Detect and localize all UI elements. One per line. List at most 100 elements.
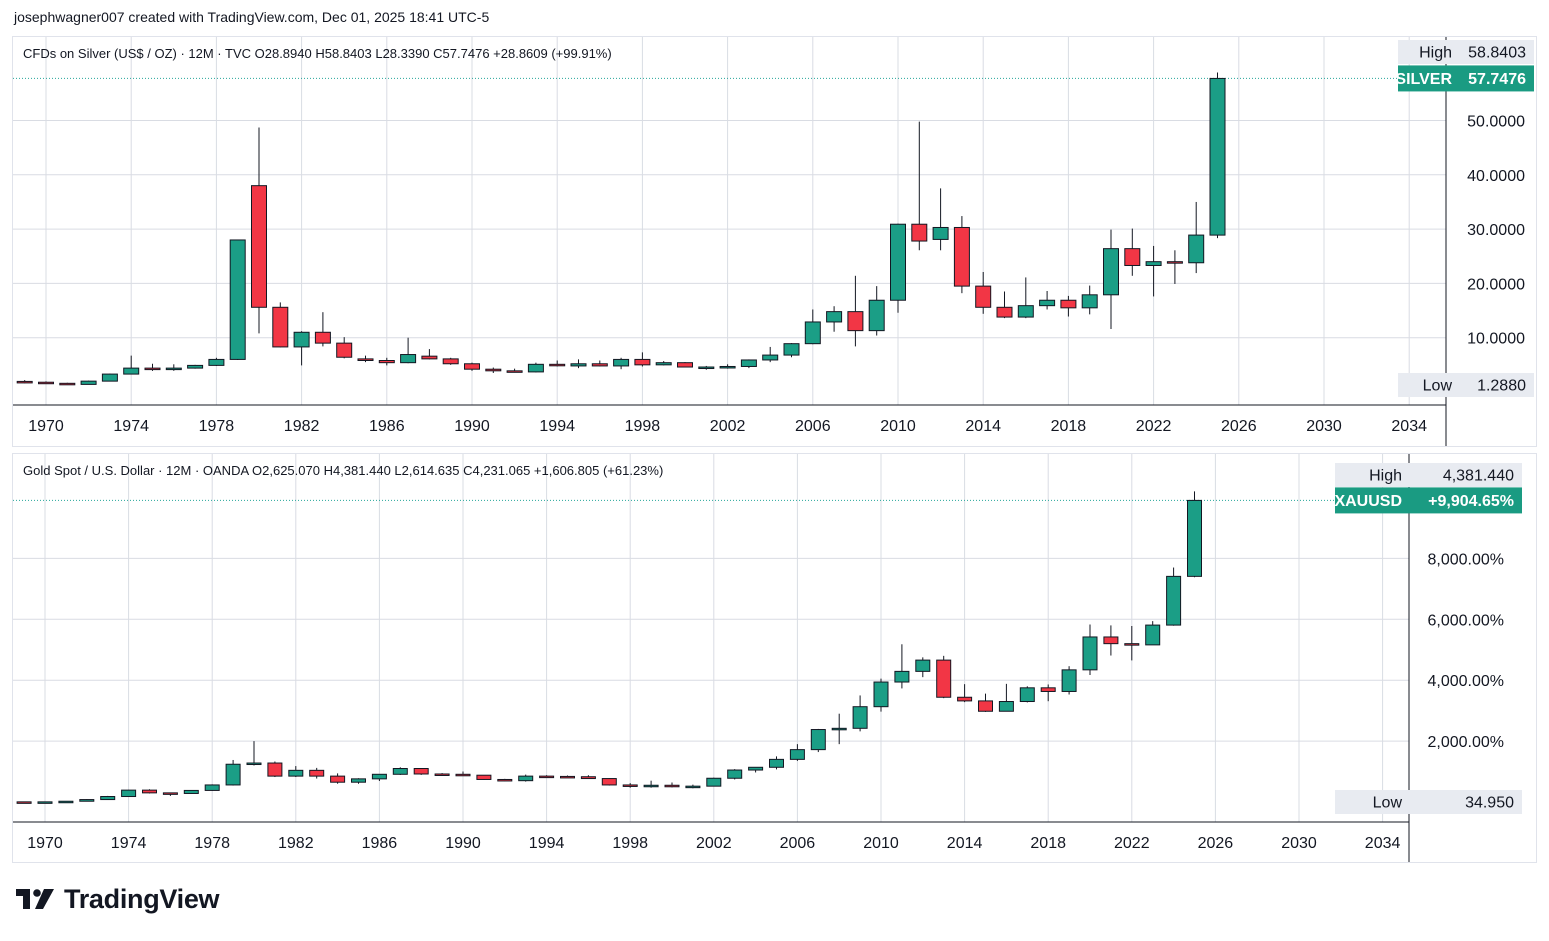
x-tick-label: 2018: [1030, 835, 1066, 852]
candle-body-up: [527, 363, 544, 373]
x-tick-label: 1994: [539, 418, 575, 435]
x-tick-label: 2014: [965, 418, 1001, 435]
tradingview-brand[interactable]: TradingView: [16, 884, 220, 915]
candle-1969: [16, 380, 33, 384]
low-price-tag-label: Low: [1373, 795, 1403, 812]
gold-chart[interactable]: 1970 1974 1978 1982 1986 1990 1994 1998 2002 2006…: [13, 454, 1536, 862]
candle-2025: [1187, 491, 1202, 578]
candle-1988: [413, 768, 429, 775]
candle-1994: [549, 360, 566, 367]
candle-body-down: [1060, 299, 1077, 309]
gold-chart-panel[interactable]: 1970 1974 1978 1982 1986 1990 1994 1998 2002 2006…: [12, 453, 1537, 863]
candle-1976: [165, 364, 182, 371]
candle-1972: [80, 380, 97, 385]
candle-2008: [847, 275, 864, 347]
x-tick-label: 1986: [369, 418, 405, 435]
candle-2024: [1188, 201, 1205, 274]
x-tick-label: 2018: [1051, 418, 1087, 435]
x-tick-label: 1970: [28, 418, 64, 435]
silver-chart-panel[interactable]: 1970 1974 1978 1982 1986 1990 1994 1998 2002 2006…: [12, 36, 1537, 447]
last-price-tag-label-bg: [1398, 65, 1460, 92]
candle-1997: [601, 778, 617, 786]
candle-2018: [1060, 295, 1077, 317]
candle-1982: [293, 331, 310, 366]
candle-2010: [890, 223, 906, 313]
x-tick-label: 1990: [445, 835, 481, 852]
candle-2014: [957, 684, 973, 703]
candle-2014: [975, 271, 992, 314]
candle-2001: [685, 784, 701, 789]
candle-body-up: [748, 766, 764, 771]
x-tick-label: 2022: [1136, 418, 1172, 435]
candle-2005: [783, 343, 800, 358]
candle-1993: [518, 774, 534, 782]
x-tick-label: 1974: [111, 835, 147, 852]
candle-1998: [634, 352, 651, 367]
candle-body-down: [539, 775, 555, 779]
candle-body-up: [1187, 499, 1202, 577]
candle-body-down: [442, 358, 459, 365]
candle-body-up: [208, 358, 225, 366]
candle-2023: [1166, 250, 1183, 284]
tradingview-logo-icon: [16, 888, 54, 909]
candle-body-up: [1039, 299, 1056, 307]
candle-1993: [527, 362, 544, 373]
candle-body-up: [80, 380, 97, 385]
y-tick-label: 6,000.00%: [1427, 612, 1504, 629]
candle-1992: [497, 778, 513, 782]
candle-body-down: [1124, 248, 1141, 266]
candle-body-up: [1103, 248, 1119, 296]
candle-1984: [330, 773, 346, 784]
x-tick-label: 2002: [710, 418, 746, 435]
candle-body-down: [911, 223, 928, 242]
candle-body-up: [1082, 636, 1098, 671]
candle-body-down: [309, 769, 325, 777]
candle-body-up: [1061, 669, 1077, 692]
x-tick-label: 2010: [863, 835, 899, 852]
candle-2000: [664, 782, 680, 788]
y-tick-label: 2,000.00%: [1427, 734, 1504, 751]
candle-1978: [204, 784, 220, 791]
candle-body-down: [336, 342, 353, 358]
candle-body-up: [79, 799, 95, 802]
candle-2016: [1017, 277, 1034, 319]
y-tick-label: 10.0000: [1467, 331, 1525, 348]
candle-2021: [1103, 625, 1119, 656]
x-tick-label: 1978: [199, 418, 235, 435]
x-tick-label: 1998: [612, 835, 648, 852]
candle-2000: [677, 362, 693, 368]
candle-body-up: [1188, 234, 1205, 264]
candle-1995: [560, 775, 575, 779]
last-price-tag-label-bg: [1335, 487, 1410, 514]
candle-body-down: [330, 775, 346, 783]
candle-2020: [1103, 229, 1119, 330]
candle-body-up: [613, 358, 630, 367]
low-price-tag-label: Low: [1423, 378, 1453, 395]
candle-body-up: [37, 801, 53, 804]
candle-body-up: [518, 775, 534, 782]
candle-body-up: [783, 343, 800, 356]
candle-body-down: [957, 696, 973, 702]
candle-1980: [246, 741, 262, 766]
high-price-tag: High 4,381.440: [1335, 463, 1522, 487]
silver-chart[interactable]: 1970 1974 1978 1982 1986 1990 1994 1998 2002 2006…: [13, 37, 1536, 446]
candle-body-up: [101, 373, 118, 382]
y-tick-label: 20.0000: [1467, 276, 1525, 293]
x-tick-label: 1982: [284, 418, 320, 435]
candle-1989: [442, 357, 459, 365]
y-axis-labels: 10.0000 20.0000 30.0000 40.0000 50.0000: [1467, 114, 1525, 348]
high-price-tag-label-bg: [1398, 40, 1460, 64]
silver-legend: CFDs on Silver (US$ / OZ) · 12M · TVC O2…: [23, 46, 612, 61]
candle-1996: [580, 775, 596, 780]
high-price-tag-label: High: [1369, 468, 1402, 485]
candle-body-up: [246, 762, 262, 766]
candle-body-down: [847, 311, 864, 332]
candle-1970: [37, 801, 53, 804]
candle-body-down: [634, 358, 651, 366]
candle-2008: [831, 713, 847, 745]
candle-body-up: [915, 659, 931, 672]
y-tick-label: 4,000.00%: [1427, 673, 1504, 690]
candle-1983: [314, 312, 331, 347]
candle-1999: [655, 361, 672, 366]
candle-body-up: [1145, 624, 1161, 646]
